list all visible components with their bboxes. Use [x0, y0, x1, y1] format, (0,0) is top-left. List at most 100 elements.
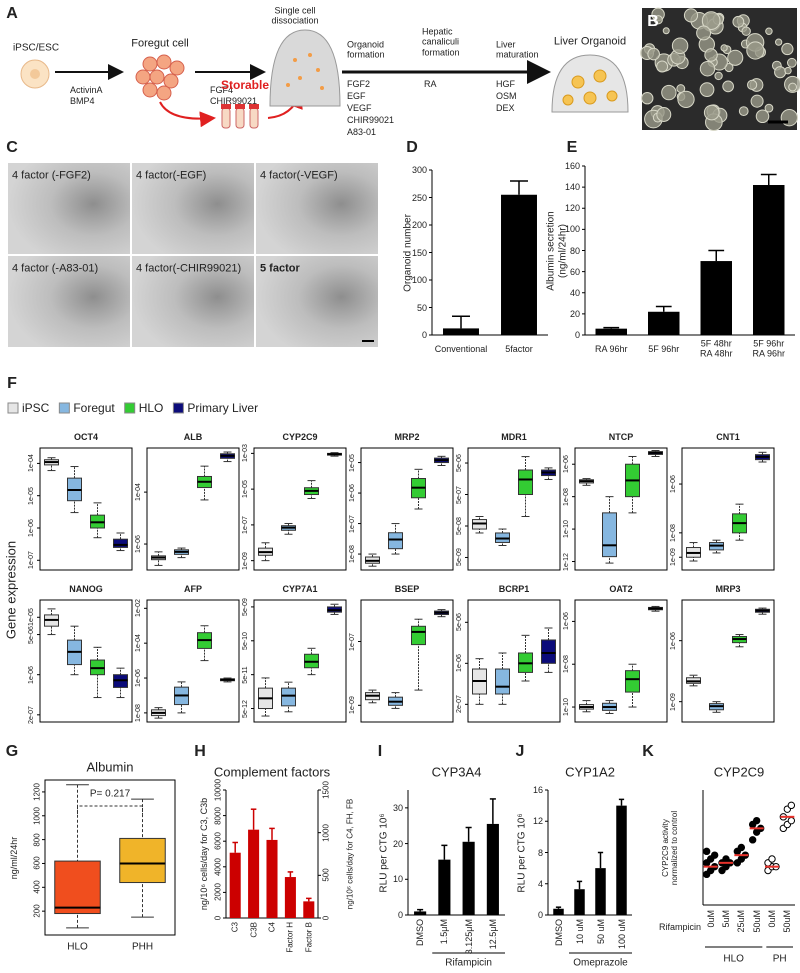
y-tick-label: 5e-10 — [241, 631, 249, 650]
y-tick-label: 1e-08 — [134, 703, 142, 722]
x-tick-label: 0uM — [705, 910, 716, 928]
x-tick-label: HLO — [67, 941, 88, 953]
bar — [266, 839, 278, 918]
legend-swatch — [58, 402, 70, 414]
y-tick-label: 1e-09 — [348, 696, 356, 715]
panel-frame — [39, 599, 133, 723]
chart-title: Albumin — [86, 759, 134, 775]
y-tick-label: 200 — [411, 219, 427, 230]
panel-frame — [467, 599, 561, 723]
foregut-cluster — [135, 54, 185, 101]
bar — [284, 877, 296, 918]
box — [602, 512, 617, 558]
panel-frame — [253, 447, 347, 571]
group-label: HLO — [723, 953, 744, 965]
organoid-blob — [704, 48, 718, 62]
x-tick-label: 25uM — [736, 910, 747, 933]
y-tick-label: 1e-05 — [348, 453, 356, 472]
y-tick-label: 1e-05 — [241, 480, 249, 499]
panel-title: ALB — [183, 431, 203, 442]
y-tick-label: 80 — [569, 245, 580, 256]
organoid-blob — [703, 104, 720, 121]
bar — [574, 889, 585, 915]
group-label: PH — [772, 953, 787, 965]
panel-title: CYP7A1 — [282, 583, 318, 594]
step-label: Hepatic canaliculi formation — [422, 26, 460, 58]
organoid-blob — [720, 44, 728, 52]
organoid-blob — [755, 109, 770, 124]
y-tick-label: 300 — [411, 164, 427, 175]
y-tick-label: 500 — [321, 868, 331, 883]
organoid-blob — [788, 82, 798, 92]
panel-label: F — [7, 374, 17, 392]
y-tick-label: 400 — [32, 880, 42, 894]
y2-axis-label: ng/10⁶ cells/day for C4, FH, FB — [345, 798, 355, 910]
y-tick-label: 1e-10 — [562, 698, 570, 716]
nucleus — [30, 69, 40, 79]
panel-frame — [467, 447, 561, 571]
bar — [700, 261, 732, 335]
panel-title: NANOG — [69, 583, 103, 594]
panel-frame — [681, 447, 775, 571]
panel-frame — [574, 447, 668, 571]
bar — [303, 901, 315, 918]
legend-swatch — [172, 402, 184, 414]
x-tick-label: 1.5μM — [439, 919, 450, 945]
y-tick-label: 1e-10 — [562, 520, 570, 539]
y-axis-label: ng/ml/24hr — [8, 836, 19, 879]
data-point — [787, 801, 796, 810]
y-tick-label: 1e-08 — [562, 487, 570, 506]
box — [518, 469, 533, 496]
x-tick-label: 5F 48hr RA 48hr — [699, 338, 733, 359]
box — [495, 668, 510, 695]
chart-title: CYP3A4 — [431, 764, 482, 780]
panel-label: K — [642, 742, 654, 760]
box — [281, 687, 296, 707]
y-tick-label: 1e-09 — [241, 551, 249, 570]
y-tick-label: 1e-06 — [455, 654, 463, 673]
organoid-blob — [738, 106, 749, 117]
y-tick-label: 1e-08 — [348, 545, 356, 563]
factor: BMP4 — [70, 95, 95, 106]
organoid-blob — [683, 8, 699, 23]
y-tick-label: 1e-06 — [134, 535, 142, 553]
x-tick-label: 5F 96hr — [648, 343, 680, 354]
y-tick-label: 1e-07 — [241, 515, 249, 534]
organoid-blob — [714, 71, 723, 81]
y-tick-label: 5e-08 — [455, 517, 463, 535]
data-point — [787, 816, 796, 825]
box — [411, 625, 426, 646]
y-tick-label: 0 — [321, 915, 331, 921]
p-value: P= 0.217 — [89, 788, 131, 800]
organoid-blob — [732, 15, 745, 28]
box — [54, 860, 101, 915]
y-tick-label: 0 — [213, 915, 223, 921]
factor: VEGF — [347, 102, 372, 113]
legend-swatch — [7, 402, 19, 414]
panel-label: A — [6, 4, 18, 22]
factor: ActivinA — [70, 84, 103, 95]
y-tick-label: 1e-06 — [27, 519, 35, 537]
panel-frame — [574, 599, 668, 723]
factor: CHIR99021 — [210, 95, 258, 106]
tubes — [221, 104, 259, 129]
bar — [462, 841, 475, 915]
x-tick-label: 50uM — [782, 910, 793, 933]
bar — [595, 328, 627, 335]
data-point — [752, 816, 761, 825]
y-tick-label: 1000 — [32, 806, 42, 825]
y-tick-label: 140 — [564, 181, 580, 192]
y-tick-label: 5e-09 — [241, 597, 249, 616]
panel-c-images — [8, 163, 378, 347]
panel-label: C — [6, 138, 18, 156]
panel-title: MRP2 — [394, 431, 420, 442]
x-axis-label: Rifampicin — [445, 957, 492, 969]
panel-title: BSEP — [394, 583, 420, 594]
box — [119, 837, 166, 884]
condition-label: 4 factor(-EGF) — [136, 169, 207, 182]
y-tick-label: 16 — [532, 784, 543, 795]
y-tick-label: 5e-12 — [241, 699, 249, 718]
bar — [443, 328, 479, 335]
x-axis-label: Omeprazole — [573, 957, 628, 969]
